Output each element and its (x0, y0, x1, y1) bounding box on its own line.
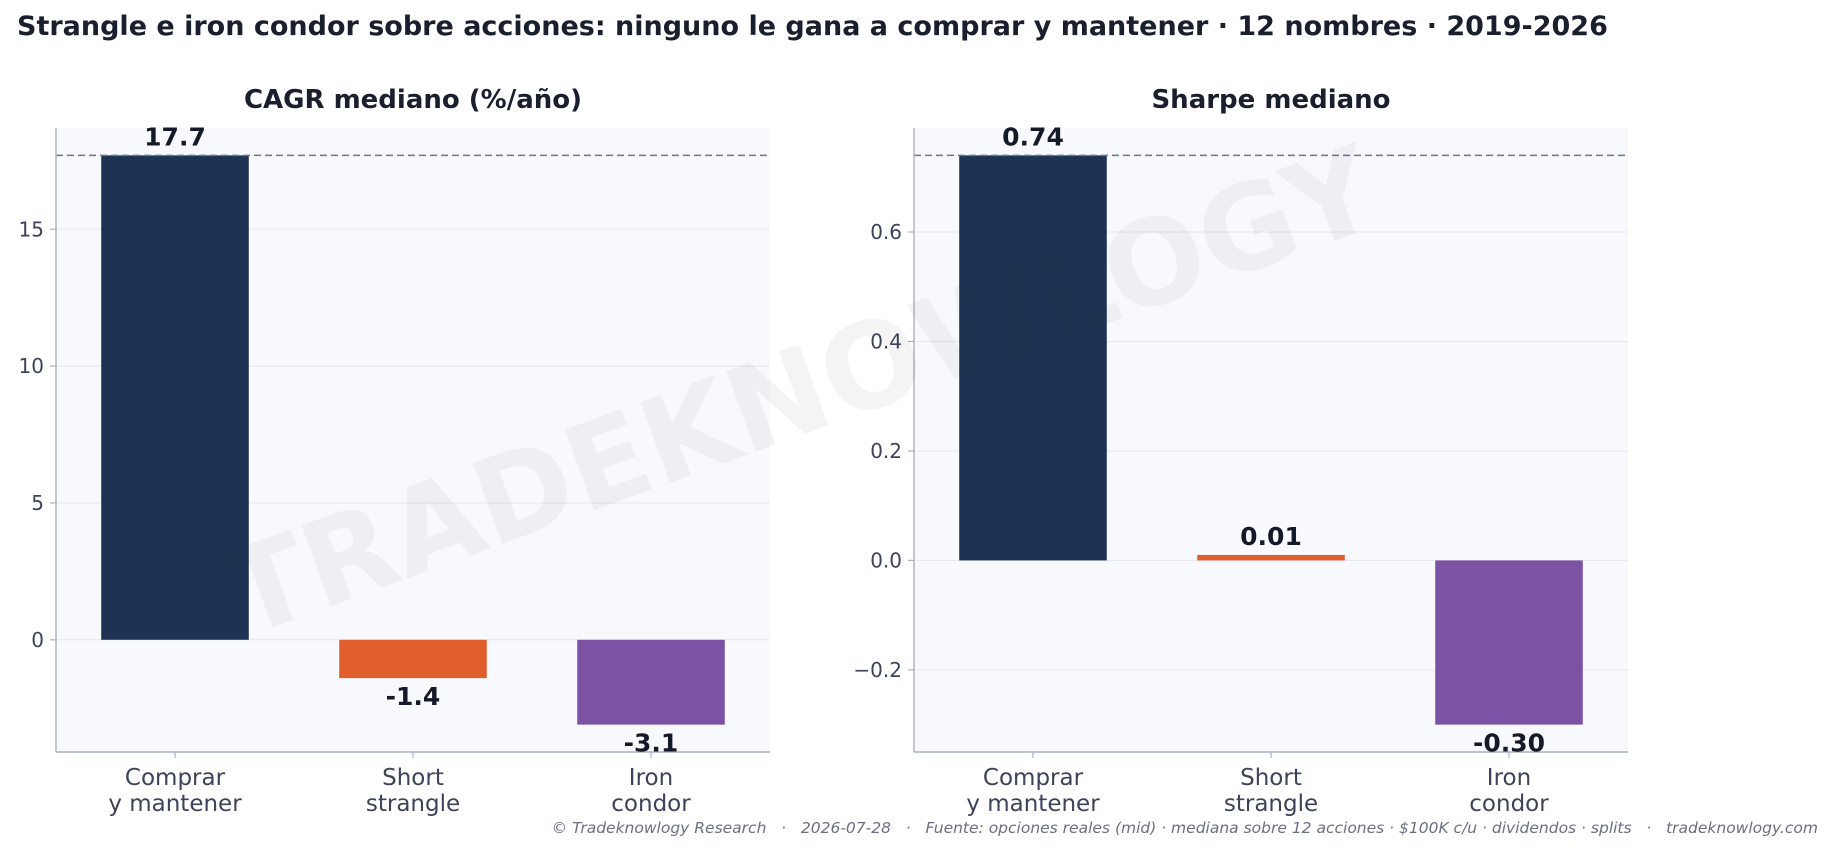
x-tick-label: Iron (629, 765, 673, 791)
y-tick-label: 0.0 (870, 548, 902, 572)
value-label: 17.7 (144, 122, 206, 151)
y-tick-label: 10 (19, 354, 44, 378)
x-tick-label: Short (382, 765, 444, 791)
y-tick-label: 0.2 (870, 439, 902, 463)
x-tick-label: y mantener (966, 791, 1100, 817)
panel-title: Sharpe mediano (1151, 85, 1390, 115)
x-tick-label: strangle (366, 791, 460, 817)
x-tick-label: Iron (1487, 765, 1531, 791)
x-tick-label: Comprar (125, 765, 226, 791)
value-label: 0.01 (1240, 522, 1302, 551)
x-tick-label: Short (1240, 765, 1302, 791)
bar-strangle (1197, 554, 1345, 561)
y-tick-label: 0.6 (870, 220, 902, 244)
bar-strangle (339, 639, 487, 679)
bar-iron-condor (1435, 560, 1583, 725)
y-tick-label: 5 (31, 491, 44, 515)
footer-credits: © Tradeknowlogy Research · 2026-07-28 · … (552, 819, 1818, 837)
x-tick-label: condor (1469, 791, 1549, 817)
chart-title: Strangle e iron condor sobre acciones: n… (17, 11, 1608, 42)
bar-buy-hold (959, 155, 1107, 561)
value-label: -1.4 (386, 682, 441, 711)
value-label: 0.74 (1002, 122, 1064, 151)
x-tick-label: condor (611, 791, 691, 817)
x-tick-label: y mantener (108, 791, 242, 817)
panel-title: CAGR mediano (%/año) (244, 85, 582, 115)
x-tick-label: strangle (1224, 791, 1318, 817)
y-tick-label: 0 (31, 628, 44, 652)
bar-buy-hold (101, 155, 249, 640)
y-tick-label: 15 (19, 217, 44, 241)
bar-iron-condor (577, 639, 725, 725)
x-tick-label: Comprar (983, 765, 1084, 791)
y-tick-label: −0.2 (853, 658, 902, 682)
y-tick-label: 0.4 (870, 329, 902, 353)
